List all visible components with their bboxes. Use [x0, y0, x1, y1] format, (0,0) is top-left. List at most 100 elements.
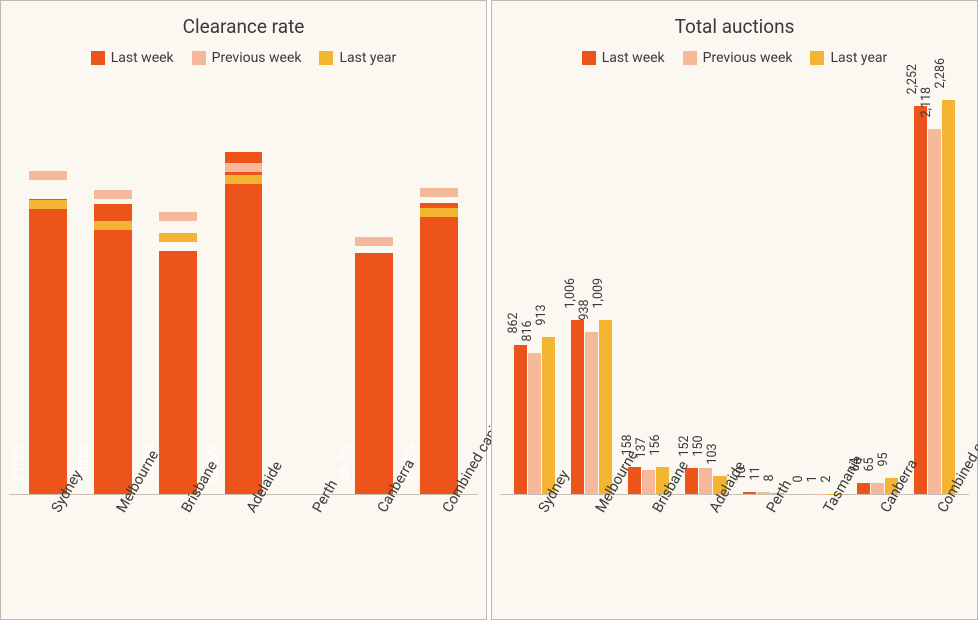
auction-bar: [699, 468, 712, 494]
auctions-group: 862816913: [506, 80, 563, 494]
swatch-previous-week: [192, 51, 206, 65]
auction-value-label: 938: [577, 300, 592, 321]
bar-triple: 646595: [857, 80, 898, 494]
auction-bar-wrap: 156: [656, 80, 669, 494]
legend-previous-week-label-2: Previous week: [703, 50, 793, 66]
auction-value-label: 150: [691, 436, 706, 457]
bar-slot: 70.0%: [94, 80, 132, 494]
clearance-bar: 82.6%: [225, 152, 263, 494]
clearance-rate-panel: Clearance rate Last week Previous week L…: [0, 0, 487, 620]
auction-value-label: 95: [876, 452, 891, 466]
clearance-bar: 71.3%: [29, 199, 67, 494]
axis-label: Adelaide: [677, 501, 734, 611]
auction-bar-wrap: 65: [871, 80, 884, 494]
auctions-group: 012: [792, 80, 849, 494]
auction-value-label: 1,009: [591, 278, 606, 309]
auctions-group: 158137156: [620, 80, 677, 494]
legend-last-year-label: Last year: [339, 50, 396, 66]
auction-bar: [599, 320, 612, 494]
clearance-bar: 70.0%: [94, 204, 132, 494]
bar-triple: 1,0069381,009: [571, 80, 612, 494]
auctions-legend: Last week Previous week Last year: [500, 50, 969, 66]
marker-previous-week: [159, 212, 197, 221]
auction-value-label: 8: [762, 474, 777, 481]
bar-value-label: 71.3%: [11, 444, 27, 486]
auction-bar-wrap: 2: [828, 80, 841, 494]
auction-value-label: 2,286: [933, 58, 948, 89]
auction-bar: [528, 353, 541, 494]
auction-value-label: 2: [819, 475, 834, 482]
axis-label: Brisbane: [620, 501, 677, 611]
bar-slot: 158137156: [628, 80, 669, 494]
auction-value-label: 816: [520, 321, 535, 342]
auction-bar-wrap: 103: [713, 80, 726, 494]
auction-value-label: 1,006: [563, 278, 578, 309]
axis-label: Adelaide: [211, 501, 276, 611]
swatch-last-week: [91, 51, 105, 65]
clearance-bar: 58.6%: [159, 251, 197, 494]
bar-triple: 152150103: [685, 80, 726, 494]
auction-bar-wrap: 2,118: [928, 80, 941, 494]
marker-previous-week: [225, 163, 263, 172]
auction-bar-wrap: 1: [814, 80, 827, 494]
bar-slot: 152150103: [685, 80, 726, 494]
bar-triple: 862816913: [514, 80, 555, 494]
clearance-bar: 58.1%: [355, 253, 393, 494]
auction-bar-wrap: 8: [771, 80, 784, 494]
bar-slot: 2,2522,1182,286: [914, 80, 955, 494]
bar-slot: 58.1%: [355, 80, 393, 494]
auction-value-label: 913: [534, 304, 549, 325]
bar-slot: 012: [800, 80, 841, 494]
clearance-group: 71.3%: [15, 80, 80, 494]
auctions-group: 2,2522,1182,286: [906, 80, 963, 494]
auction-value-label: 156: [648, 435, 663, 456]
auctions-title: Total auctions: [500, 15, 969, 38]
auction-bar: [585, 332, 598, 494]
bar-slot: 71.3%: [29, 80, 67, 494]
auction-bar: [642, 470, 655, 494]
bar-triple: 10118: [743, 80, 784, 494]
auction-bar-wrap: 158: [628, 80, 641, 494]
auction-bar: [914, 106, 927, 494]
clearance-group: 58.6%: [146, 80, 211, 494]
legend-previous-week-2: Previous week: [683, 50, 793, 66]
legend-last-week-label: Last week: [111, 50, 174, 66]
bar-triple: 2,2522,1182,286: [914, 80, 955, 494]
axis-label: Canberra: [849, 501, 906, 611]
axis-label: Canberra: [341, 501, 406, 611]
bar-slot: 58.6%: [159, 80, 197, 494]
auction-value-label: 152: [677, 435, 692, 456]
marker-last-year: [94, 221, 132, 230]
legend-last-year-2: Last year: [810, 50, 887, 66]
bar-slot: 70.2%: [420, 80, 458, 494]
legend-previous-week-label: Previous week: [212, 50, 302, 66]
marker-previous-week: [355, 237, 393, 246]
auction-value-label: 0: [791, 475, 806, 482]
clearance-group: 82.6%: [211, 80, 276, 494]
axis-label: Sydney: [506, 501, 563, 611]
axis-label: Melbourne: [563, 501, 620, 611]
axis-label: Perth: [735, 501, 792, 611]
marker-previous-week: [94, 190, 132, 199]
marker-previous-week: [420, 188, 458, 197]
auction-bar: [942, 100, 955, 494]
axis-label: Combined capitals: [407, 501, 472, 611]
bar-slot: 10118: [743, 80, 784, 494]
auction-value-label: 1: [805, 475, 820, 482]
auction-bar-wrap: 11: [757, 80, 770, 494]
auction-bar: [743, 492, 756, 494]
axis-label: Tasmania: [792, 501, 849, 611]
marker-last-year: [420, 208, 458, 217]
legend-last-week: Last week: [91, 50, 174, 66]
bar-slot: 862816913: [514, 80, 555, 494]
auctions-group: 152150103: [677, 80, 734, 494]
clearance-group: 70.0%: [80, 80, 145, 494]
auction-value-label: 11: [748, 467, 763, 481]
auction-value-label: 103: [705, 444, 720, 465]
legend-last-week-2: Last week: [582, 50, 665, 66]
clearance-chart: 71.3%70.0%58.6%82.6%58.1%70.2% SydneyMel…: [9, 80, 478, 611]
auction-value-label: 2,118: [919, 87, 934, 118]
clearance-group: 58.1%: [341, 80, 406, 494]
auctions-group: 10118: [735, 80, 792, 494]
auction-bar-wrap: 10: [743, 80, 756, 494]
